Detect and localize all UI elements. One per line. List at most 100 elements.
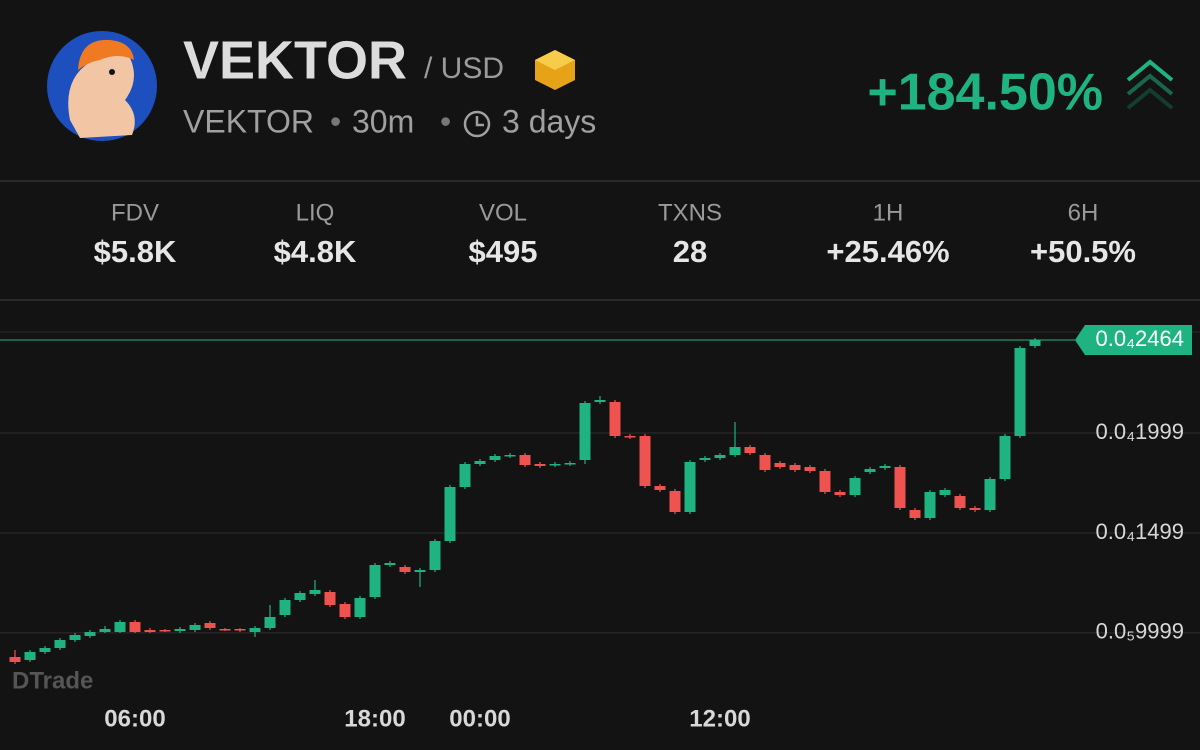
candle-body: [234, 629, 246, 631]
candle-body: [444, 487, 456, 541]
y-tick-label: 0.0₅9999: [1096, 619, 1184, 644]
clock-icon: [463, 110, 491, 138]
candle-body: [774, 463, 786, 467]
last-price-label: 0.0₄2464: [1095, 326, 1184, 351]
candle-body: [594, 400, 606, 402]
candle-body: [684, 462, 696, 512]
candle-body: [819, 471, 831, 492]
candle-body: [384, 563, 396, 565]
x-tick-label: 06:00: [104, 705, 165, 732]
candle-body: [309, 590, 321, 594]
candle-body: [669, 491, 681, 512]
y-tick-label: 0.0₄1999: [1095, 419, 1184, 444]
up-chevrons: [1126, 59, 1174, 110]
cube-icon: [535, 50, 575, 90]
candle-body: [129, 622, 141, 632]
separator: •: [440, 103, 451, 139]
candle-body: [294, 593, 306, 600]
candle-body: [654, 486, 666, 490]
stat-value: $4.8K: [274, 234, 357, 269]
candlestick-chart: 0.0₅9999 0.0₄1499 0.0₄1999 06:00 18:00 00:00 1…: [0, 325, 1200, 732]
candle-body: [954, 496, 966, 508]
candle-body: [639, 436, 651, 486]
candle-body: [969, 508, 981, 510]
stat-value: 28: [673, 234, 707, 269]
stat-label: LIQ: [296, 199, 335, 226]
candle-body: [504, 455, 516, 457]
candle-body: [54, 640, 66, 648]
candle-body: [909, 510, 921, 518]
timeframe: 30m: [352, 103, 414, 139]
quote-currency: / USD: [424, 52, 504, 85]
candle-body: [564, 463, 576, 465]
candle-body: [894, 467, 906, 508]
stats-row: FDV $5.8K LIQ $4.8K VOL $495 TXNS 28 1H +25.46% 6H…: [94, 199, 1136, 269]
candle-body: [324, 592, 336, 605]
stat-label: FDV: [111, 199, 159, 226]
stat-label: 6H: [1068, 199, 1099, 226]
candle-body: [459, 464, 471, 487]
candle-body: [159, 630, 171, 632]
candle-body: [519, 455, 531, 465]
candle-body: [984, 479, 996, 510]
candle-body: [714, 455, 726, 458]
watermark: DTrade: [12, 667, 93, 694]
candle-body: [144, 630, 156, 632]
candle-body: [834, 492, 846, 495]
candle-body: [369, 565, 381, 597]
candle-body: [174, 629, 186, 631]
x-tick-label: 18:00: [344, 705, 405, 732]
candle-body: [609, 402, 621, 436]
candle-body: [354, 598, 366, 617]
candle-body: [939, 490, 951, 495]
candle-body: [414, 570, 426, 572]
candle-body: [624, 436, 636, 438]
candle-body: [279, 600, 291, 615]
candle-body: [69, 635, 81, 640]
x-tick-label: 00:00: [449, 705, 510, 732]
candle-body: [804, 467, 816, 471]
candle-body: [789, 465, 801, 470]
candle-body: [864, 469, 876, 472]
candle-body: [99, 629, 111, 632]
candle-body: [534, 464, 546, 466]
last-price-badge: [1075, 325, 1192, 355]
candle-body: [744, 447, 756, 453]
stat-label: 1H: [873, 199, 904, 226]
candle-body: [579, 403, 591, 460]
candle-body: [549, 464, 561, 466]
avatar: [47, 31, 157, 141]
candle-body: [219, 629, 231, 631]
candle-body: [114, 622, 126, 632]
symbol: VEKTOR: [183, 103, 314, 139]
candle-body: [9, 657, 21, 662]
candle-body: [84, 632, 96, 636]
candle-body: [699, 458, 711, 460]
separator: •: [330, 103, 341, 139]
candle-body: [489, 456, 501, 460]
candle-body: [39, 648, 51, 652]
candle-body: [399, 567, 411, 572]
candle-body: [429, 541, 441, 570]
stat-value: +50.5%: [1030, 234, 1136, 269]
candle-body: [759, 455, 771, 470]
candle-body: [1014, 348, 1026, 436]
stat-value: $495: [469, 234, 538, 269]
x-tick-label: 12:00: [689, 705, 750, 732]
price-change: +184.50%: [867, 64, 1103, 122]
candle-body: [264, 617, 276, 628]
candle-body: [999, 436, 1011, 479]
stat-value: +25.46%: [826, 234, 949, 269]
candle-body: [24, 652, 36, 660]
candle-body: [339, 604, 351, 617]
stat-label: VOL: [479, 199, 527, 226]
candle-body: [1029, 340, 1041, 346]
candle-body: [249, 628, 261, 632]
candle-body: [849, 478, 861, 495]
candle-body: [879, 466, 891, 468]
stat-value: $5.8K: [94, 234, 177, 269]
y-tick-label: 0.0₄1499: [1095, 519, 1184, 544]
age: 3 days: [502, 103, 596, 139]
